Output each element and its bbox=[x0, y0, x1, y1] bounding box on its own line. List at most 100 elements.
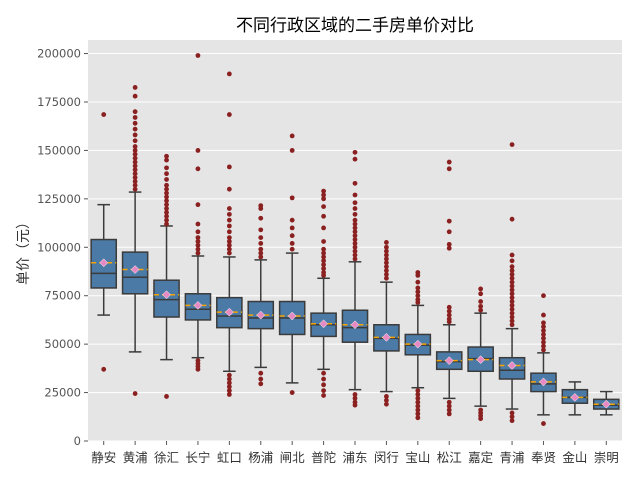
outlier-point bbox=[415, 399, 421, 405]
mean-marker bbox=[224, 307, 234, 317]
outlier-point bbox=[195, 358, 201, 364]
x-tick-label: 普陀 bbox=[311, 450, 336, 465]
outlier-point bbox=[258, 215, 264, 221]
outlier-point bbox=[321, 204, 326, 209]
outlier-point bbox=[446, 241, 452, 247]
outlier-point bbox=[195, 53, 201, 58]
outlier-point bbox=[509, 291, 515, 297]
outlier-point bbox=[384, 260, 389, 266]
mean-marker bbox=[193, 301, 203, 310]
outlier-point bbox=[478, 303, 484, 309]
outlier-point bbox=[289, 390, 295, 395]
outlier-point bbox=[164, 182, 169, 188]
outlier-point bbox=[321, 266, 326, 271]
outlier-point bbox=[132, 171, 138, 177]
box-金山 bbox=[561, 381, 589, 416]
outlier-point bbox=[164, 206, 169, 211]
outlier-point bbox=[226, 250, 232, 256]
outlier-point bbox=[384, 394, 389, 399]
outlier-point bbox=[132, 148, 138, 153]
outlier-point bbox=[321, 270, 326, 275]
outlier-point bbox=[258, 203, 264, 209]
outlier-point bbox=[541, 347, 546, 353]
mean-marker bbox=[539, 377, 548, 387]
outlier-point bbox=[258, 254, 264, 260]
x-tick-label: 杨浦 bbox=[248, 450, 273, 465]
outlier-point bbox=[384, 268, 389, 273]
outlier-point bbox=[226, 376, 232, 382]
box-青浦 bbox=[498, 142, 526, 424]
outlier-point bbox=[132, 85, 138, 90]
outlier-point bbox=[289, 217, 295, 223]
outlier-point bbox=[384, 240, 389, 245]
outlier-point bbox=[509, 287, 515, 293]
mean-marker bbox=[130, 265, 140, 274]
outlier-point bbox=[226, 217, 232, 223]
x-tick-label: 闸北 bbox=[280, 450, 306, 465]
outlier-point bbox=[321, 213, 326, 219]
mean-marker bbox=[319, 319, 328, 329]
outlier-point bbox=[509, 299, 515, 304]
outlier-point bbox=[478, 407, 484, 413]
outlier-point bbox=[509, 142, 515, 148]
y-tick-label: 200000 bbox=[37, 47, 81, 61]
y-tick-label: 50000 bbox=[44, 337, 81, 351]
outlier-point bbox=[164, 177, 169, 182]
x-tick-label: 青浦 bbox=[500, 450, 525, 465]
y-tick-label: 0 bbox=[74, 434, 81, 448]
outlier-point bbox=[446, 229, 452, 235]
outlier-point bbox=[132, 186, 138, 192]
box-杨浦 bbox=[247, 203, 275, 387]
outlier-point bbox=[446, 218, 452, 224]
outlier-point bbox=[164, 171, 169, 177]
outlier-point bbox=[415, 411, 421, 417]
outlier-point bbox=[415, 297, 421, 302]
outlier-point bbox=[415, 293, 421, 299]
outlier-point bbox=[352, 217, 358, 223]
outlier-point bbox=[164, 194, 169, 200]
box-徐汇 bbox=[153, 153, 180, 399]
outlier-point bbox=[195, 242, 201, 248]
outlier-point bbox=[258, 235, 264, 240]
outlier-point bbox=[164, 198, 169, 204]
outlier-point bbox=[352, 392, 358, 397]
outlier-point bbox=[541, 343, 546, 349]
outlier-point bbox=[541, 335, 546, 341]
outlier-point bbox=[415, 407, 421, 413]
outlier-point bbox=[352, 149, 358, 155]
box-奉贤 bbox=[530, 293, 557, 426]
outlier-point bbox=[352, 248, 358, 254]
outlier-point bbox=[289, 195, 295, 201]
outlier-point bbox=[446, 411, 452, 417]
outlier-point bbox=[132, 391, 138, 396]
outlier-point bbox=[509, 410, 515, 416]
outlier-point bbox=[132, 93, 138, 99]
outlier-point bbox=[352, 192, 358, 198]
outlier-point bbox=[164, 186, 169, 192]
mean-marker bbox=[287, 311, 297, 321]
outlier-point bbox=[352, 180, 358, 186]
outlier-point bbox=[132, 182, 138, 188]
outlier-point bbox=[509, 318, 515, 324]
outlier-point bbox=[195, 148, 201, 153]
outlier-point bbox=[226, 242, 232, 248]
x-axis: 静安 黄浦 徐汇 长宁 虹口 杨浦 闸北 普陀 浦东 闵行 宝山 松江 嘉定 青浦 奉贤 金山 崇明 bbox=[91, 441, 619, 465]
x-tick-label: 浦东 bbox=[342, 450, 367, 465]
outlier-point bbox=[226, 392, 232, 397]
x-tick-label: 崇明 bbox=[594, 450, 619, 465]
x-tick-label: 嘉定 bbox=[468, 450, 493, 465]
outlier-point bbox=[226, 380, 232, 386]
x-tick-label: 虹口 bbox=[217, 450, 242, 465]
outlier-point bbox=[352, 256, 358, 262]
outlier-point bbox=[258, 241, 264, 246]
outlier-point bbox=[289, 148, 295, 153]
outlier-point bbox=[195, 246, 201, 252]
outlier-point bbox=[164, 157, 169, 163]
x-tick-label: 金山 bbox=[562, 450, 587, 465]
outlier-point bbox=[509, 414, 515, 420]
outlier-point bbox=[321, 196, 326, 202]
outlier-point bbox=[478, 291, 484, 297]
outlier-point bbox=[132, 132, 138, 138]
outlier-point bbox=[226, 384, 232, 390]
